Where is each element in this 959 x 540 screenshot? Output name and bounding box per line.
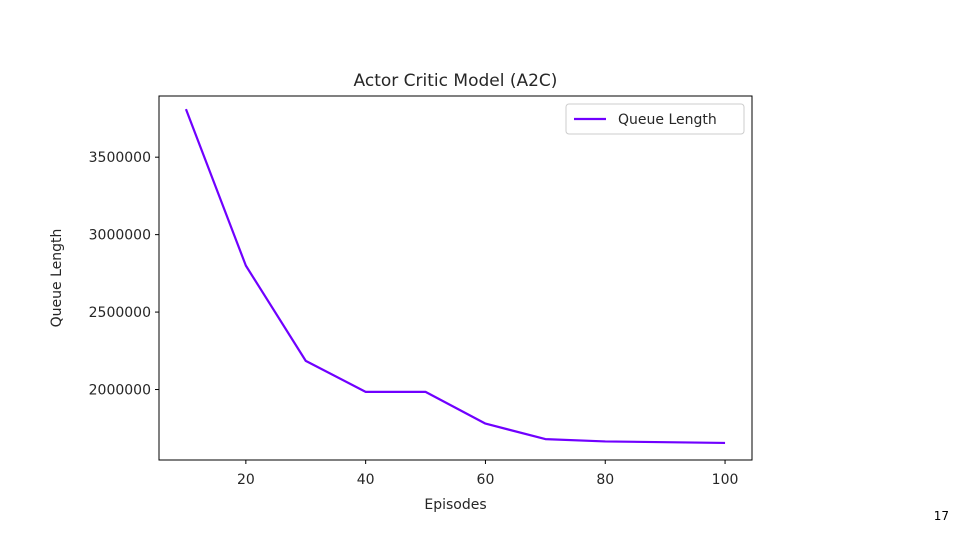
y-axis: 2000000 2500000 3000000 3500000 — [89, 150, 159, 399]
plot-area — [158, 95, 753, 461]
series-layer — [184, 108, 726, 445]
x-axis: 20 40 60 80 100 — [237, 460, 738, 488]
y-tick-label: 2500000 — [89, 305, 151, 321]
y-tick-label: 2000000 — [89, 383, 151, 399]
page-number: 17 — [933, 509, 949, 523]
x-axis-label: Episodes — [424, 497, 486, 513]
legend: Queue Length — [565, 103, 745, 135]
y-tick-label: 3000000 — [89, 228, 151, 244]
chart-title: Actor Critic Model (A2C) — [354, 71, 558, 91]
x-tick-label: 60 — [477, 472, 495, 488]
x-tick-label: 20 — [237, 472, 255, 488]
series-line-queue-length — [184, 108, 726, 445]
legend-label: Queue Length — [618, 112, 717, 128]
y-axis-label: Queue Length — [49, 229, 65, 328]
x-tick-label: 100 — [712, 472, 739, 488]
x-tick-label: 40 — [357, 472, 375, 488]
y-tick-label: 3500000 — [89, 150, 151, 166]
x-tick-label: 80 — [596, 472, 614, 488]
legend-box — [565, 103, 745, 135]
